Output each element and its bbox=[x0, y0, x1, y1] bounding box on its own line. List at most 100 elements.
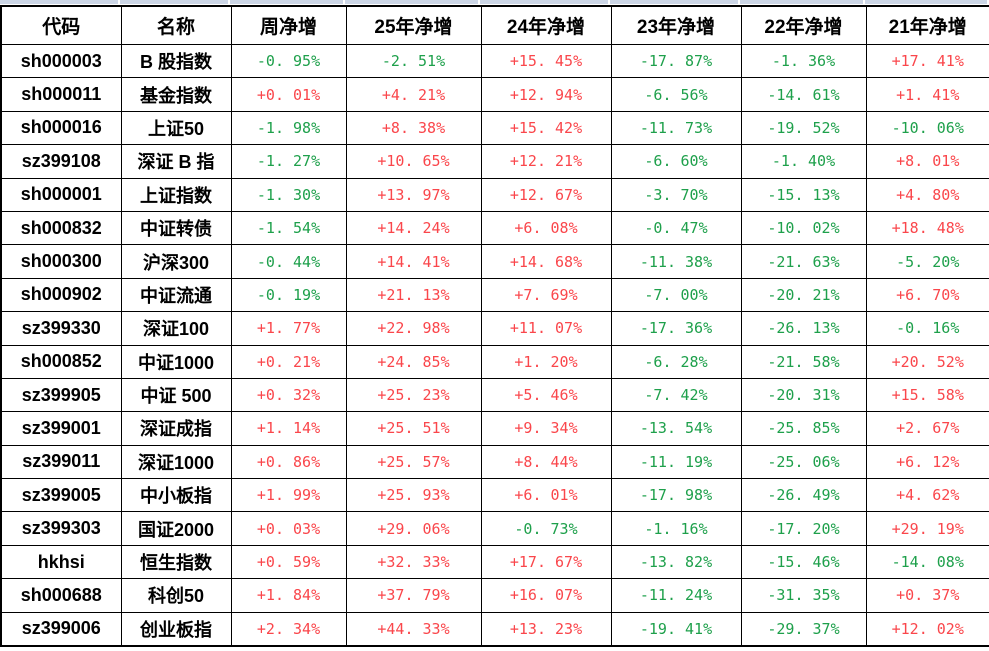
cell-value[interactable]: -19. 52% bbox=[740, 110, 867, 146]
cell-value[interactable]: -11. 73% bbox=[610, 110, 742, 146]
cell-value[interactable]: +4. 21% bbox=[345, 77, 482, 112]
cell-code[interactable]: sh000832 bbox=[0, 210, 122, 246]
cell-value[interactable]: +8. 44% bbox=[480, 444, 612, 480]
cell-value[interactable]: +4. 62% bbox=[865, 478, 989, 513]
cell-value[interactable]: -7. 00% bbox=[610, 277, 742, 313]
cell-value[interactable]: +12. 02% bbox=[865, 611, 989, 647]
cell-name[interactable]: 深证100 bbox=[120, 311, 232, 346]
cell-value[interactable]: +2. 34% bbox=[230, 611, 347, 647]
cell-value[interactable]: +21. 13% bbox=[345, 277, 482, 313]
cell-value[interactable]: -31. 35% bbox=[740, 578, 867, 613]
cell-value[interactable]: -1. 36% bbox=[740, 43, 867, 79]
column-header-6[interactable]: 22年净增 bbox=[740, 5, 867, 45]
cell-value[interactable]: +14. 68% bbox=[480, 244, 612, 279]
cell-value[interactable]: -10. 02% bbox=[740, 210, 867, 246]
cell-value[interactable]: +22. 98% bbox=[345, 311, 482, 346]
cell-value[interactable]: +12. 94% bbox=[480, 77, 612, 112]
cell-value[interactable]: +18. 48% bbox=[865, 210, 989, 246]
cell-value[interactable]: -19. 41% bbox=[610, 611, 742, 647]
cell-code[interactable]: sh000001 bbox=[0, 177, 122, 212]
cell-name[interactable]: B 股指数 bbox=[120, 43, 232, 79]
cell-value[interactable]: -10. 06% bbox=[865, 110, 989, 146]
cell-value[interactable]: +6. 01% bbox=[480, 478, 612, 513]
cell-value[interactable]: +14. 24% bbox=[345, 210, 482, 246]
cell-name[interactable]: 深证1000 bbox=[120, 444, 232, 480]
cell-value[interactable]: +32. 33% bbox=[345, 544, 482, 580]
cell-value[interactable]: +1. 20% bbox=[480, 344, 612, 379]
cell-value[interactable]: -13. 54% bbox=[610, 411, 742, 446]
cell-value[interactable]: +15. 58% bbox=[865, 377, 989, 413]
cell-value[interactable]: +37. 79% bbox=[345, 578, 482, 613]
cell-value[interactable]: -1. 16% bbox=[610, 511, 742, 546]
cell-value[interactable]: +13. 97% bbox=[345, 177, 482, 212]
cell-value[interactable]: -17. 87% bbox=[610, 43, 742, 79]
cell-value[interactable]: -26. 13% bbox=[740, 311, 867, 346]
cell-code[interactable]: sz399303 bbox=[0, 511, 122, 546]
cell-value[interactable]: +9. 34% bbox=[480, 411, 612, 446]
cell-value[interactable]: -7. 42% bbox=[610, 377, 742, 413]
cell-name[interactable]: 中小板指 bbox=[120, 478, 232, 513]
cell-value[interactable]: +20. 52% bbox=[865, 344, 989, 379]
cell-value[interactable]: -11. 19% bbox=[610, 444, 742, 480]
cell-value[interactable]: +12. 67% bbox=[480, 177, 612, 212]
cell-value[interactable]: -3. 70% bbox=[610, 177, 742, 212]
cell-value[interactable]: +5. 46% bbox=[480, 377, 612, 413]
cell-name[interactable]: 中证1000 bbox=[120, 344, 232, 379]
cell-name[interactable]: 上证指数 bbox=[120, 177, 232, 212]
cell-code[interactable]: sz399330 bbox=[0, 311, 122, 346]
cell-value[interactable]: +7. 69% bbox=[480, 277, 612, 313]
cell-value[interactable]: -20. 21% bbox=[740, 277, 867, 313]
cell-value[interactable]: -17. 36% bbox=[610, 311, 742, 346]
cell-value[interactable]: +29. 06% bbox=[345, 511, 482, 546]
cell-value[interactable]: -26. 49% bbox=[740, 478, 867, 513]
cell-code[interactable]: sh000300 bbox=[0, 244, 122, 279]
cell-value[interactable]: -21. 63% bbox=[740, 244, 867, 279]
cell-code[interactable]: sh000852 bbox=[0, 344, 122, 379]
cell-value[interactable]: -5. 20% bbox=[865, 244, 989, 279]
cell-value[interactable]: +8. 38% bbox=[345, 110, 482, 146]
cell-value[interactable]: -25. 85% bbox=[740, 411, 867, 446]
cell-value[interactable]: +0. 01% bbox=[230, 77, 347, 112]
column-header-1[interactable]: 名称 bbox=[120, 5, 232, 45]
cell-value[interactable]: +0. 37% bbox=[865, 578, 989, 613]
cell-value[interactable]: -1. 54% bbox=[230, 210, 347, 246]
cell-name[interactable]: 创业板指 bbox=[120, 611, 232, 647]
cell-value[interactable]: -29. 37% bbox=[740, 611, 867, 647]
cell-value[interactable]: +25. 57% bbox=[345, 444, 482, 480]
cell-name[interactable]: 国证2000 bbox=[120, 511, 232, 546]
cell-name[interactable]: 深证成指 bbox=[120, 411, 232, 446]
cell-value[interactable]: +15. 42% bbox=[480, 110, 612, 146]
column-header-5[interactable]: 23年净增 bbox=[610, 5, 742, 45]
cell-value[interactable]: -25. 06% bbox=[740, 444, 867, 480]
cell-code[interactable]: sz399005 bbox=[0, 478, 122, 513]
cell-value[interactable]: -0. 16% bbox=[865, 311, 989, 346]
cell-value[interactable]: +1. 14% bbox=[230, 411, 347, 446]
cell-value[interactable]: +12. 21% bbox=[480, 144, 612, 179]
cell-value[interactable]: +1. 99% bbox=[230, 478, 347, 513]
column-header-3[interactable]: 25年净增 bbox=[345, 5, 482, 45]
cell-value[interactable]: +25. 23% bbox=[345, 377, 482, 413]
cell-value[interactable]: -1. 40% bbox=[740, 144, 867, 179]
cell-value[interactable]: -6. 60% bbox=[610, 144, 742, 179]
cell-value[interactable]: +0. 59% bbox=[230, 544, 347, 580]
cell-value[interactable]: -0. 19% bbox=[230, 277, 347, 313]
cell-value[interactable]: +25. 51% bbox=[345, 411, 482, 446]
cell-value[interactable]: +0. 86% bbox=[230, 444, 347, 480]
cell-code[interactable]: sh000003 bbox=[0, 43, 122, 79]
column-header-4[interactable]: 24年净增 bbox=[480, 5, 612, 45]
column-header-0[interactable]: 代码 bbox=[0, 5, 122, 45]
cell-name[interactable]: 上证50 bbox=[120, 110, 232, 146]
cell-name[interactable]: 沪深300 bbox=[120, 244, 232, 279]
cell-name[interactable]: 中证 500 bbox=[120, 377, 232, 413]
cell-value[interactable]: +24. 85% bbox=[345, 344, 482, 379]
cell-value[interactable]: -15. 46% bbox=[740, 544, 867, 580]
cell-value[interactable]: +29. 19% bbox=[865, 511, 989, 546]
cell-code[interactable]: sz399905 bbox=[0, 377, 122, 413]
cell-value[interactable]: +4. 80% bbox=[865, 177, 989, 212]
cell-value[interactable]: +1. 84% bbox=[230, 578, 347, 613]
cell-value[interactable]: +2. 67% bbox=[865, 411, 989, 446]
cell-value[interactable]: -11. 38% bbox=[610, 244, 742, 279]
cell-value[interactable]: -6. 28% bbox=[610, 344, 742, 379]
cell-value[interactable]: -15. 13% bbox=[740, 177, 867, 212]
cell-value[interactable]: +25. 93% bbox=[345, 478, 482, 513]
